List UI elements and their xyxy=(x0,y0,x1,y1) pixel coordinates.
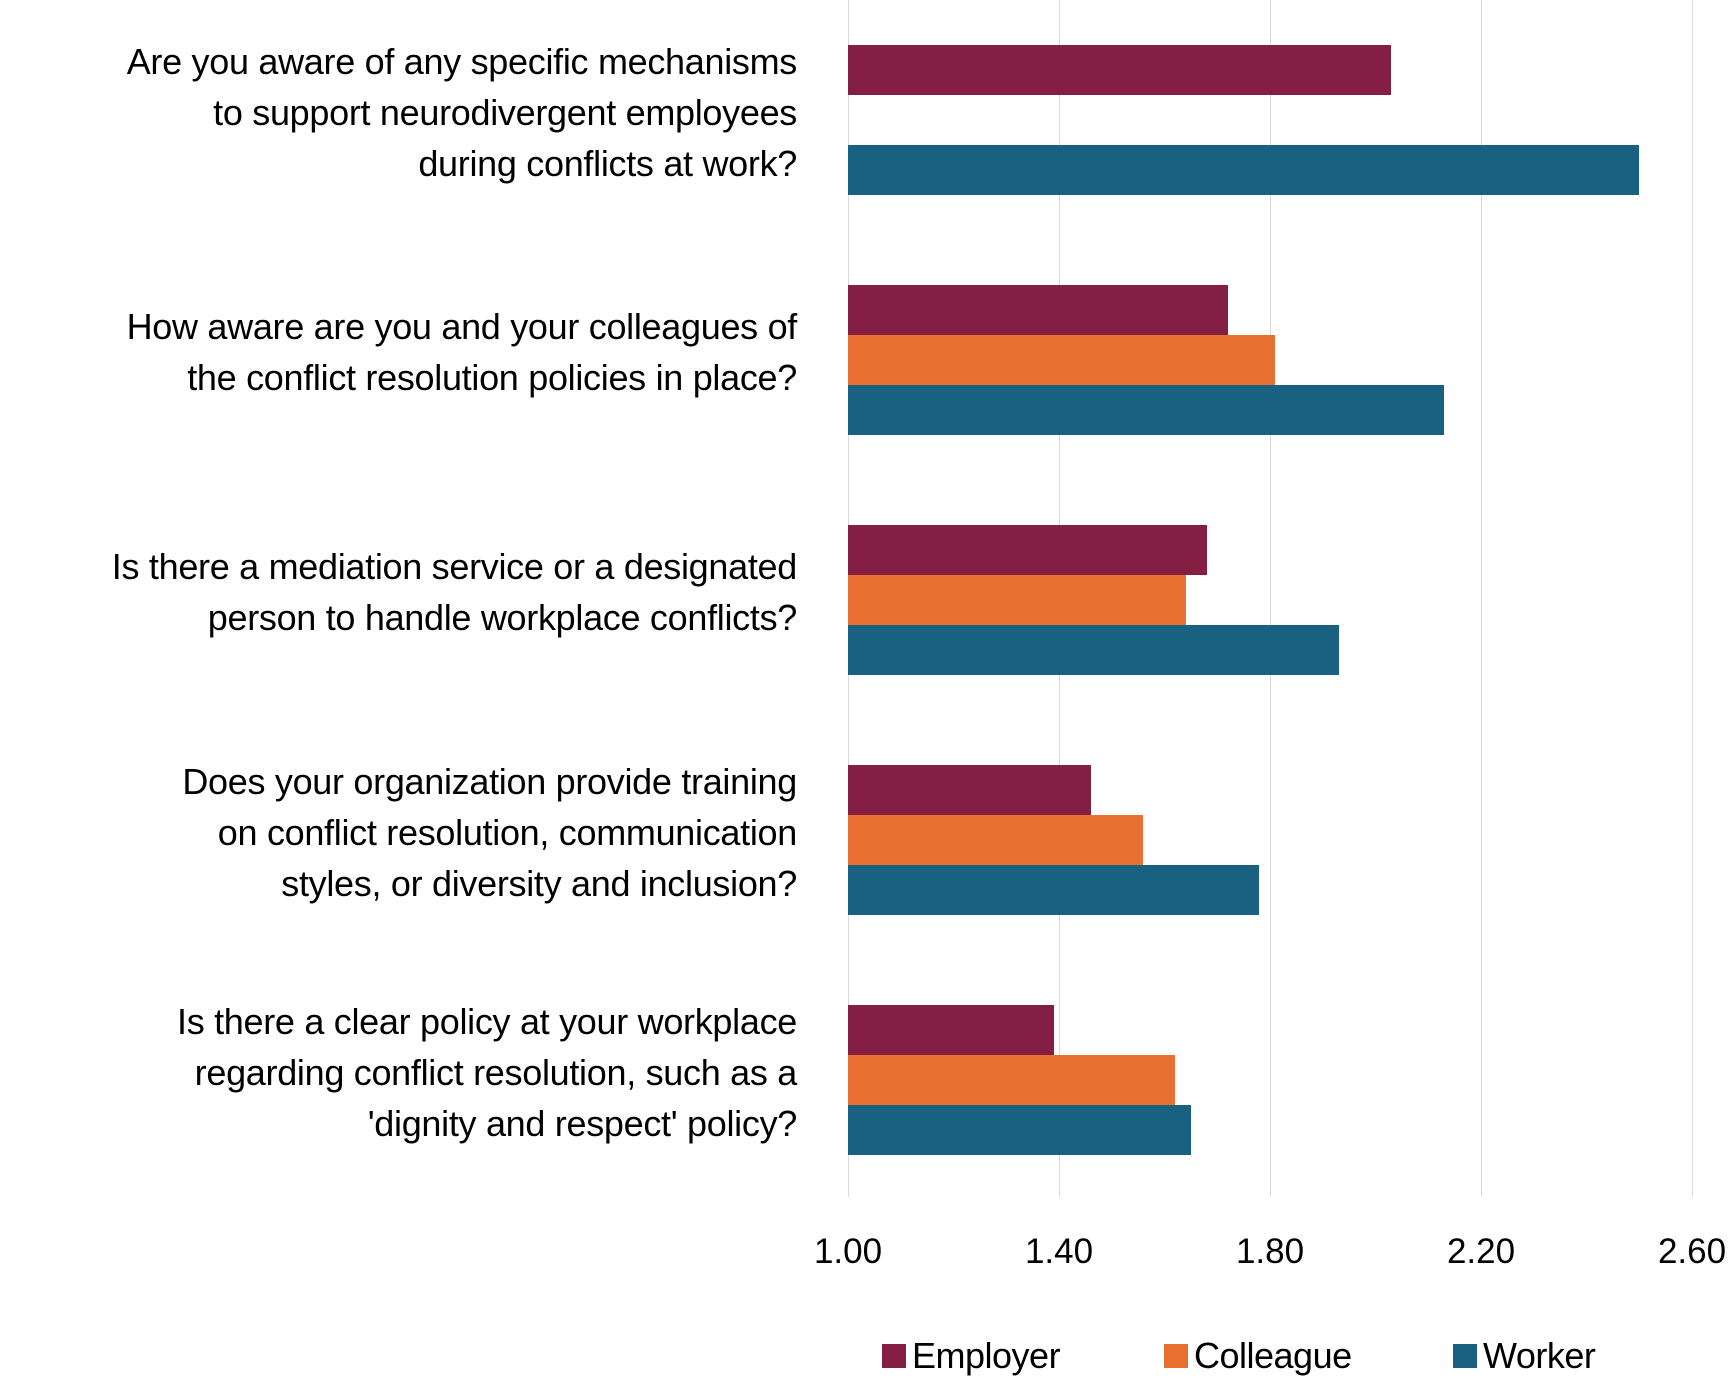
category-label: Is there a mediation service or a design… xyxy=(0,541,798,643)
category-label-line: the conflict resolution policies in plac… xyxy=(187,357,797,398)
bar-worker[interactable] xyxy=(848,625,1339,675)
legend-item-colleague[interactable]: Colleague xyxy=(1164,1336,1352,1376)
x-tick-label: 1.00 xyxy=(813,1232,883,1271)
category-label-line: on conflict resolution, communication xyxy=(217,812,798,853)
category-label: Are you aware of any specific mechanisms… xyxy=(0,36,798,189)
category-label-line: person to handle workplace conflicts? xyxy=(207,597,798,638)
gridline xyxy=(1692,0,1693,1197)
legend-label: Colleague xyxy=(1194,1335,1352,1376)
category-label-line: Is there a clear policy at your workplac… xyxy=(177,1001,797,1042)
category-label: Is there a clear policy at your workplac… xyxy=(0,996,797,1149)
bar-employer[interactable] xyxy=(848,285,1228,335)
category-label-line: regarding conflict resolution, such as a xyxy=(194,1052,798,1093)
legend-item-employer[interactable]: Employer xyxy=(882,1335,1061,1376)
x-tick-label: 2.20 xyxy=(1446,1232,1516,1271)
bar-employer[interactable] xyxy=(848,45,1391,95)
gridline xyxy=(1270,0,1271,1197)
bar-employer[interactable] xyxy=(848,525,1207,575)
x-tick-label: 2.60 xyxy=(1657,1232,1727,1271)
x-tick-label: 1.40 xyxy=(1024,1232,1094,1271)
bar-employer[interactable] xyxy=(848,765,1091,815)
category-label: How aware are you and your colleagues of… xyxy=(0,301,798,403)
colleague-swatch-icon xyxy=(1164,1344,1188,1368)
legend-label: Employer xyxy=(912,1335,1061,1376)
bar-worker[interactable] xyxy=(848,145,1639,195)
legend: Employer Colleague Worker xyxy=(0,1336,1729,1376)
category-label-line: Is there a mediation service or a design… xyxy=(111,546,798,587)
employer-swatch-icon xyxy=(882,1344,906,1368)
x-tick-label: 1.80 xyxy=(1235,1232,1305,1271)
bar-colleague[interactable] xyxy=(848,815,1143,865)
category-label-line: to support neurodivergent employees xyxy=(213,92,797,133)
bar-worker[interactable] xyxy=(848,385,1444,435)
category-label-line: styles, or diversity and inclusion? xyxy=(281,863,797,904)
worker-swatch-icon xyxy=(1453,1344,1477,1368)
bar-employer[interactable] xyxy=(848,1005,1054,1055)
category-label-line: How aware are you and your colleagues of xyxy=(126,306,798,347)
category-label-line: 'dignity and respect' policy? xyxy=(367,1103,798,1144)
gridline xyxy=(1481,0,1482,1197)
bar-worker[interactable] xyxy=(848,865,1259,915)
category-label: Does your organization provide training o… xyxy=(0,756,797,909)
bar-colleague[interactable] xyxy=(848,575,1186,625)
legend-label: Worker xyxy=(1483,1335,1596,1376)
legend-item-worker[interactable]: Worker xyxy=(1453,1335,1596,1376)
bar-colleague[interactable] xyxy=(848,1055,1175,1105)
category-label-line: Are you aware of any specific mechanisms xyxy=(126,41,798,82)
bar-worker[interactable] xyxy=(848,1105,1191,1155)
bar-colleague[interactable] xyxy=(848,335,1275,385)
category-label-line: Does your organization provide training xyxy=(182,761,797,802)
category-label-line: during conflicts at work? xyxy=(418,143,797,184)
